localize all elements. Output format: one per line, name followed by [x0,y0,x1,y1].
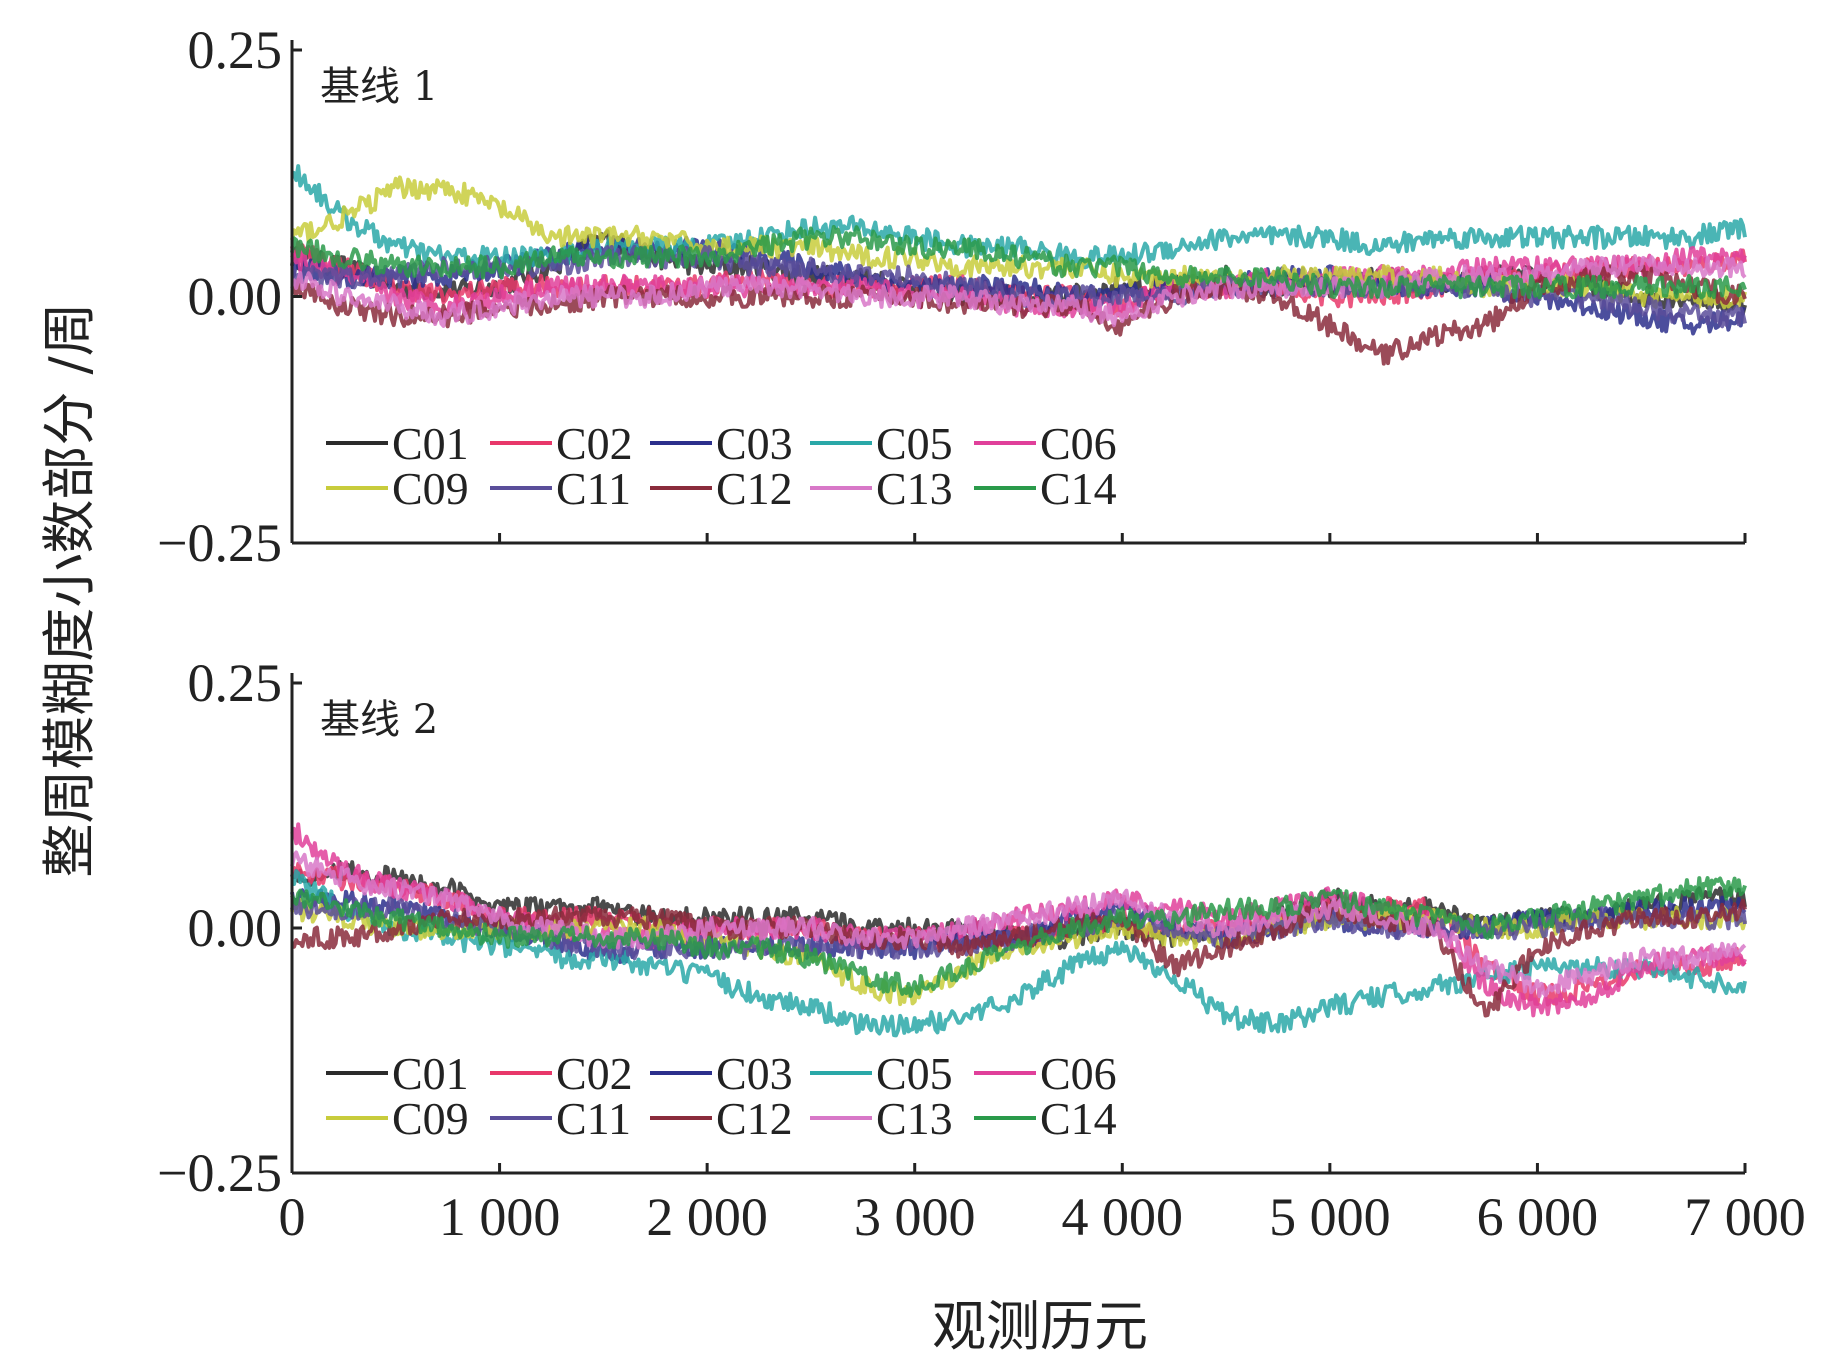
y-tick-label-panel-1: 0.25 [188,20,283,80]
legend-label-c14-panel-1: C14 [1040,463,1117,514]
legend-label-c09-panel-1: C09 [392,463,469,514]
legend-label-c02-panel-1: C02 [556,418,633,469]
x-tick-label: 4 000 [1062,1187,1184,1247]
legend-label-c01-panel-2: C01 [392,1048,469,1099]
x-tick-label: 0 [279,1187,306,1247]
x-tick-label: 6 000 [1477,1187,1599,1247]
legend-label-c11-panel-1: C11 [556,463,631,514]
series-line-c12-panel-2 [290,898,1747,1018]
legend-label-c11-panel-2: C11 [556,1093,631,1144]
legend-label-c03-panel-2: C03 [716,1048,793,1099]
legend-label-c06-panel-1: C06 [1040,418,1117,469]
legend-label-c12-panel-2: C12 [716,1093,793,1144]
legend-label-c05-panel-2: C05 [876,1048,953,1099]
legend-label-c12-panel-1: C12 [716,463,793,514]
x-tick-label: 1 000 [439,1187,561,1247]
x-tick-label: 2 000 [646,1187,768,1247]
legend-label-c01-panel-1: C01 [392,418,469,469]
x-tick-label: 5 000 [1269,1187,1391,1247]
series-line-c14-panel-2 [290,876,1747,998]
y-tick-label-panel-1: 0.00 [188,267,283,327]
legend-label-c05-panel-1: C05 [876,418,953,469]
y-tick-label-panel-2: −0.25 [157,1143,282,1203]
legend-label-c09-panel-2: C09 [392,1093,469,1144]
panel-label-2: 基线 2 [320,697,438,743]
y-tick-label-panel-2: 0.25 [188,653,283,713]
y-axis-title: 整周模糊度小数部分 /周 [38,302,101,877]
legend-label-c03-panel-1: C03 [716,418,793,469]
legend-label-c13-panel-1: C13 [876,463,953,514]
legend-label-c06-panel-2: C06 [1040,1048,1117,1099]
x-tick-label: 3 000 [854,1187,976,1247]
panel-label-1: 基线 1 [320,64,438,110]
x-tick-label: 7 000 [1684,1187,1806,1247]
series-line-c14-panel-1 [290,225,1747,300]
legend-label-c14-panel-2: C14 [1040,1093,1117,1144]
y-tick-label-panel-1: −0.25 [157,513,282,573]
y-tick-label-panel-2: 0.00 [188,898,283,958]
legend-label-c02-panel-2: C02 [556,1048,633,1099]
series-line-c13-panel-1 [291,254,1747,328]
legend-label-c13-panel-2: C13 [876,1093,953,1144]
x-axis-title: 观测历元 [932,1295,1148,1358]
series-line-c05-panel-2 [290,869,1747,1038]
